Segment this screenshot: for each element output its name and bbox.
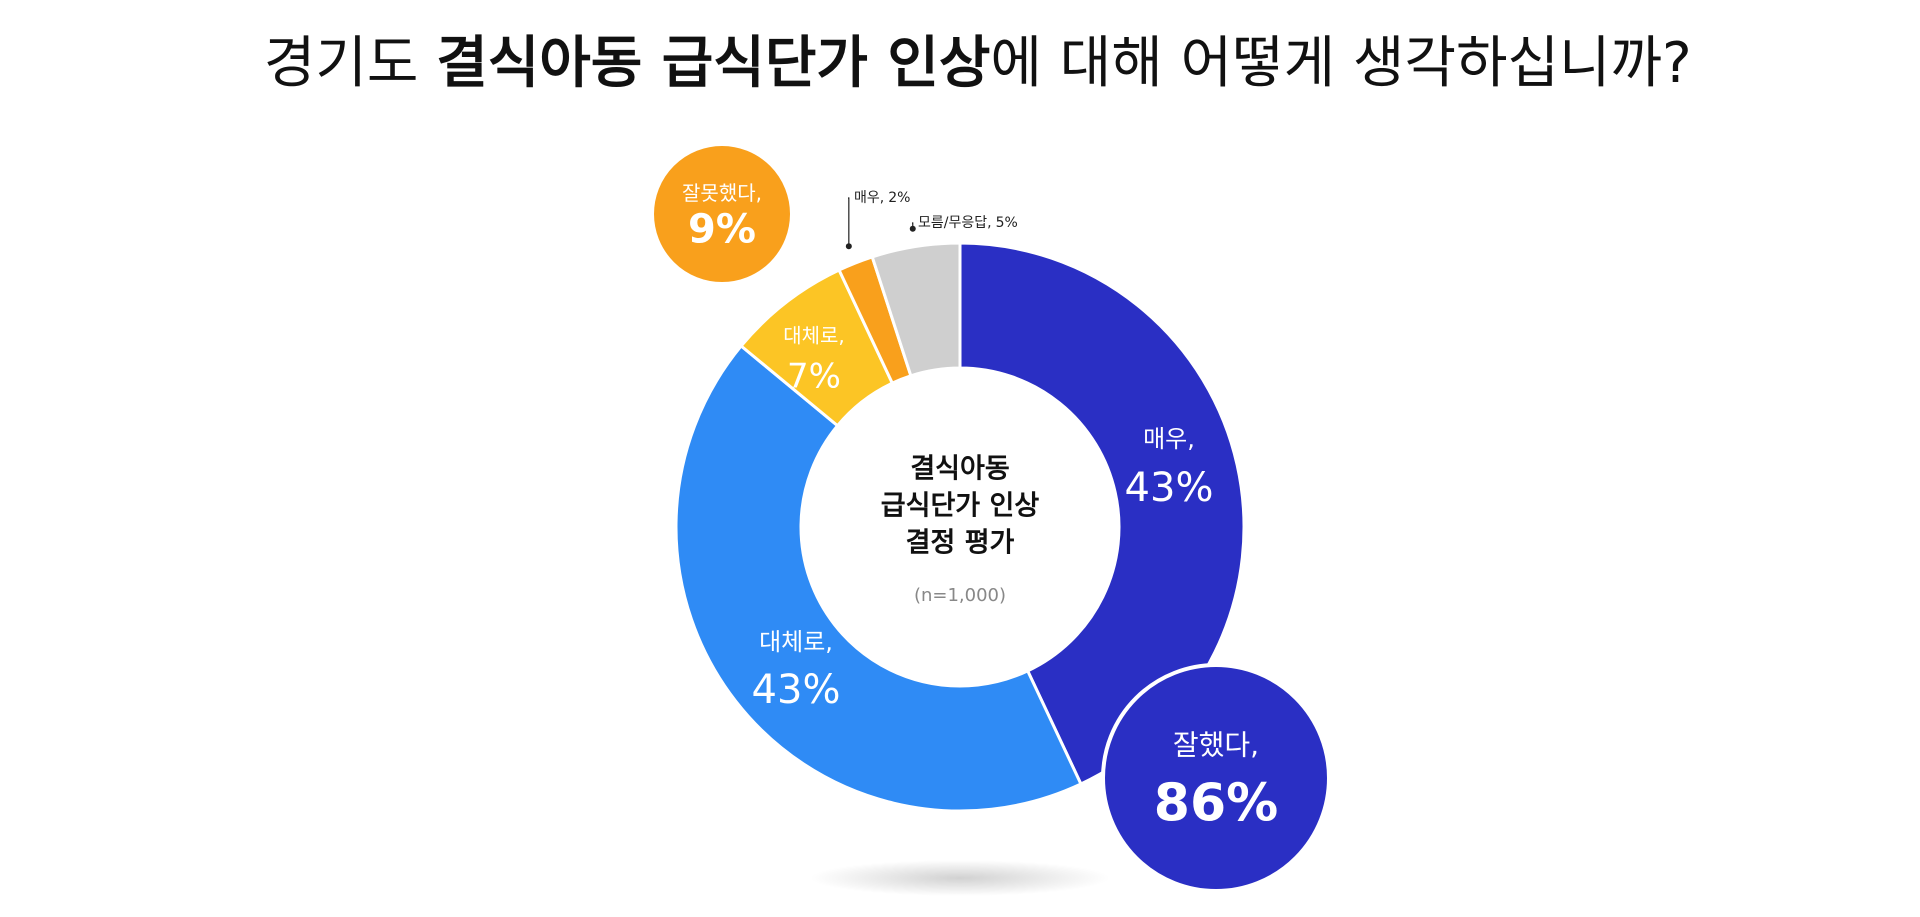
group-value: 9% [688, 207, 756, 253]
donut-segment [870, 241, 962, 378]
chart-title: 경기도 결식아동 급식단가 인상에 대해 어떻게 생각하십니까? [175, 31, 1745, 96]
group-label: 잘못했다, [682, 181, 762, 205]
callout-line [912, 222, 914, 229]
center-label: 급식단가 인상 [881, 491, 1040, 522]
segment-value: 43% [1125, 465, 1214, 511]
group-bubble [1101, 663, 1331, 893]
segment-category: 매우, [1143, 425, 1195, 453]
callout-category: 매우, [854, 190, 884, 206]
group-bubble [650, 142, 794, 286]
callout-value: 2% [888, 190, 910, 206]
segment-value: 7% [787, 357, 841, 397]
donut-segment [674, 343, 1083, 813]
labels: 매우,43%대체로,43%대체로,7%매우, 2%모름/무응답, 5%결식아동급식단… [650, 142, 1331, 893]
title-part: 결식아동 급식단가 인상 [436, 31, 990, 96]
shadow [810, 860, 1110, 896]
callout-label: 매우, 2% [854, 190, 910, 206]
callout-category: 모름/무응답, [918, 215, 992, 231]
title-part: 경기도 [264, 31, 436, 96]
segment-value: 43% [752, 667, 841, 713]
donut [674, 241, 1246, 813]
callout-line [848, 197, 850, 247]
center-label: 결정 평가 [906, 528, 1015, 559]
callout-value: 5% [996, 215, 1018, 231]
title-part: 에 대해 어떻게 생각하십니까? [990, 31, 1691, 96]
segment-category: 대체로, [783, 324, 845, 348]
segment-category: 대체로, [759, 628, 833, 656]
callout-label: 모름/무응답, 5% [918, 215, 1018, 231]
center-sample: (n=1,000) [914, 585, 1006, 606]
group-label: 잘했다, [1173, 728, 1259, 761]
center-label: 결식아동 [910, 454, 1009, 485]
group-value: 86% [1154, 773, 1278, 833]
